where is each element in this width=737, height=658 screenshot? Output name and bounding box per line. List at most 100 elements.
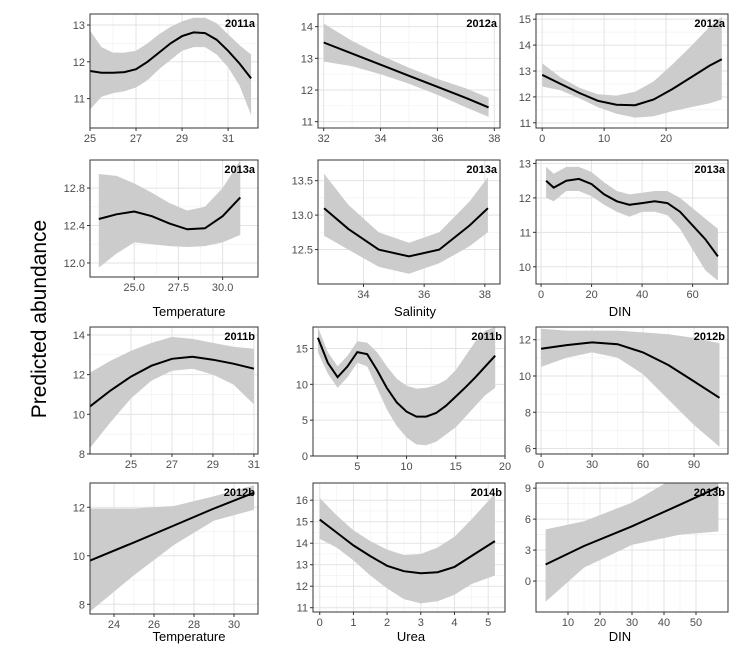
y-tick-label: 11 [297, 603, 308, 615]
y-tick-label: 13 [519, 66, 531, 78]
y-tick-label: 12 [519, 335, 531, 347]
y-tick-label: 9 [525, 483, 531, 495]
fitted-curve [323, 207, 489, 258]
x-tick-label: 38 [479, 289, 491, 301]
y-tick-label: 16 [296, 495, 308, 507]
x-tick-label: 36 [418, 289, 430, 301]
panel-tag: 2011b [224, 331, 255, 343]
x-label-row2-col2: Urea [397, 629, 426, 644]
x-tick-label: 5 [354, 461, 360, 473]
x-tick-label: 30 [586, 459, 598, 471]
panel-tag: 2013a [466, 164, 497, 176]
y-tick-label: 12.8 [64, 183, 85, 195]
panel-b11u: 5 10 15 20 0 5 10 15 2011b [296, 326, 511, 473]
x-tick-label: 34 [357, 289, 369, 301]
fitted-curve [323, 41, 489, 109]
y-tick-label: 11 [302, 117, 313, 129]
x-label-row2-col1: Temperature [153, 629, 226, 644]
y-tick-label: 12 [519, 193, 531, 205]
x-tick-label: 28 [188, 619, 200, 631]
confidence-band [323, 23, 489, 117]
x-tick-label: 1 [350, 617, 356, 629]
y-tick-label: 13 [519, 158, 531, 170]
panel-a12d: 0 10 20 11 12 13 14 15 2012a [519, 13, 729, 145]
y-tick-label: 15 [296, 344, 308, 356]
y-tick-label: 12.0 [64, 258, 85, 270]
x-tick-label: 30.0 [212, 282, 233, 294]
x-tick-label: 3 [418, 617, 424, 629]
panel-b13d: 10 20 30 40 50 0 3 6 9 2013b [525, 482, 729, 629]
x-tick-label: 90 [688, 459, 700, 471]
y-tick-label: 5 [302, 415, 308, 427]
confidence-band [317, 327, 496, 446]
confidence-band [90, 336, 254, 448]
fitted-curve [90, 491, 255, 562]
x-tick-label: 0 [538, 459, 544, 471]
x-tick-label: 2 [384, 617, 390, 629]
y-tick-label: 0 [302, 451, 308, 463]
panel-a13s: 34 36 38 12.5 13.0 13.5 2013a [292, 159, 501, 301]
confidence-band [98, 160, 241, 268]
x-tick-label: 20 [660, 133, 672, 145]
x-tick-label: 29 [176, 133, 188, 145]
x-tick-label: 38 [488, 133, 500, 145]
fitted-curve [545, 486, 719, 566]
x-tick-label: 0 [317, 617, 323, 629]
y-tick-label: 13 [73, 20, 85, 32]
fitted-curve [90, 31, 252, 80]
y-tick-label: 6 [525, 514, 531, 526]
x-tick-label: 34 [374, 133, 386, 145]
x-tick-label: 50 [690, 617, 702, 629]
confidence-band [319, 493, 495, 604]
x-tick-label: 0 [538, 289, 544, 301]
y-tick-label: 14 [519, 40, 531, 52]
y-tick-label: 12 [73, 502, 85, 514]
x-tick-label: 25.0 [123, 282, 144, 294]
x-tick-label: 36 [431, 133, 443, 145]
panel-b12t: 24 26 28 30 8 10 12 2012b [73, 482, 259, 631]
y-tick-label: 13 [301, 53, 313, 65]
x-tick-label: 24 [108, 619, 120, 631]
fitted-curve [545, 177, 719, 257]
panel-frame [89, 13, 259, 129]
y-tick-label: 14 [73, 330, 85, 342]
y-tick-label: 3 [525, 545, 531, 557]
y-tick-label: 8 [525, 407, 531, 419]
y-tick-label: 12 [73, 57, 85, 69]
x-label-row1-col2: Salinity [394, 304, 436, 319]
x-tick-label: 20 [594, 617, 606, 629]
x-tick-label: 30 [626, 617, 638, 629]
panel-tag: 2012a [694, 18, 725, 30]
y-tick-label: 14 [301, 22, 313, 34]
x-tick-label: 27 [130, 133, 142, 145]
panel-a13d: 0 20 40 60 10 11 12 13 2013a [519, 158, 729, 301]
y-tick-label: 11 [74, 94, 85, 106]
x-tick-label: 20 [585, 289, 597, 301]
panel-b11t: 25 27 29 31 8 10 12 14 2011b [73, 326, 260, 471]
y-tick-label: 8 [79, 449, 85, 461]
x-tick-label: 60 [637, 459, 649, 471]
x-tick-label: 5 [485, 617, 491, 629]
fitted-curve [98, 196, 242, 231]
y-axis-label: Predicted abundance [28, 220, 51, 419]
x-tick-label: 27 [166, 459, 178, 471]
x-tick-label: 15 [450, 461, 462, 473]
panel-frame [312, 482, 506, 613]
panel-tag: 2012a [466, 18, 497, 30]
x-tick-label: 40 [658, 617, 670, 629]
panel-tag: 2011b [471, 331, 502, 343]
fitted-curve [540, 341, 721, 399]
confidence-band [545, 483, 719, 602]
panel-frame [535, 159, 729, 285]
panel-frame [89, 482, 259, 615]
panel-tag: 2012b [694, 331, 725, 343]
y-tick-label: 10 [519, 262, 531, 274]
x-tick-label: 10 [562, 617, 574, 629]
panel-tag: 2014b [471, 487, 502, 499]
x-tick-label: 32 [318, 133, 330, 145]
panel-a12s: 32 34 36 38 11 12 13 14 2012a [301, 13, 501, 145]
y-tick-label: 13 [296, 560, 308, 572]
panel-a11: 25 27 29 31 11 12 13 2011a [73, 13, 259, 145]
